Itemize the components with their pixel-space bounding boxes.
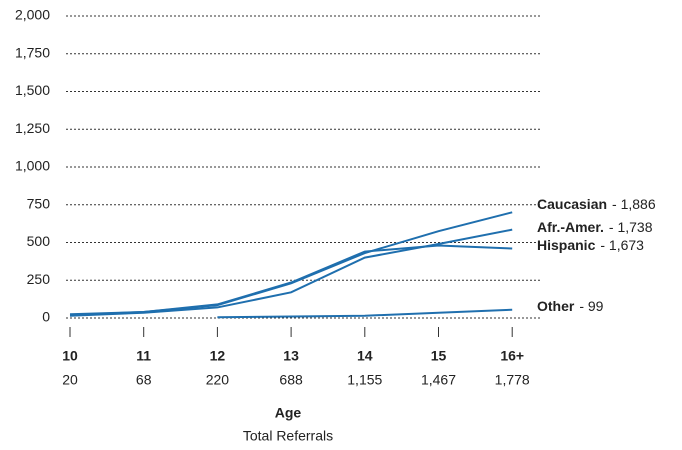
category-total: 1,155 — [347, 372, 382, 388]
y-tick-label: 1,250 — [15, 120, 50, 136]
series-line — [217, 308, 513, 319]
series-total: - 1,673 — [600, 237, 644, 253]
category-total: 688 — [279, 372, 303, 388]
x-tick-label: 14 — [357, 348, 373, 364]
y-tick-label: 1,000 — [15, 158, 50, 174]
series-name: Afr.-Amer. — [537, 219, 604, 235]
x-tick-label: 13 — [283, 348, 299, 364]
y-tick-label: 0 — [42, 309, 50, 325]
y-tick-label: 750 — [27, 195, 51, 211]
series-line — [69, 244, 513, 316]
y-tick-label: 1,500 — [15, 82, 50, 98]
series-line — [69, 211, 513, 316]
series-label: Afr.-Amer. - 1,738 — [537, 219, 653, 235]
category-total: 1,778 — [495, 372, 530, 388]
x-tick-label: 11 — [136, 348, 151, 364]
x-tick-label: 10 — [62, 348, 78, 364]
x-tick-label: 16+ — [500, 348, 524, 364]
y-tick-label: 2,000 — [15, 7, 50, 23]
x-tick-label: 15 — [431, 348, 447, 364]
x-subtitle: Total Referrals — [243, 428, 333, 444]
series-total: - 99 — [579, 298, 603, 314]
series-label: Caucasian - 1,886 — [537, 196, 656, 212]
series-total: - 1,886 — [612, 196, 656, 212]
x-tick-label: 12 — [210, 348, 226, 364]
x-title: Age — [275, 405, 302, 421]
category-total: 68 — [136, 372, 152, 388]
category-total: 20 — [62, 372, 78, 388]
category-total: 1,467 — [421, 372, 456, 388]
series-total: - 1,738 — [609, 219, 653, 235]
series-name: Hispanic — [537, 237, 596, 253]
series-label: Other - 99 — [537, 298, 604, 314]
category-total: 220 — [206, 372, 230, 388]
y-tick-label: 250 — [27, 271, 51, 287]
series-label: Hispanic - 1,673 — [537, 237, 644, 253]
y-tick-label: 1,750 — [15, 44, 50, 60]
series-name: Other — [537, 298, 575, 314]
y-tick-label: 500 — [27, 233, 51, 249]
series-name: Caucasian — [537, 196, 607, 212]
